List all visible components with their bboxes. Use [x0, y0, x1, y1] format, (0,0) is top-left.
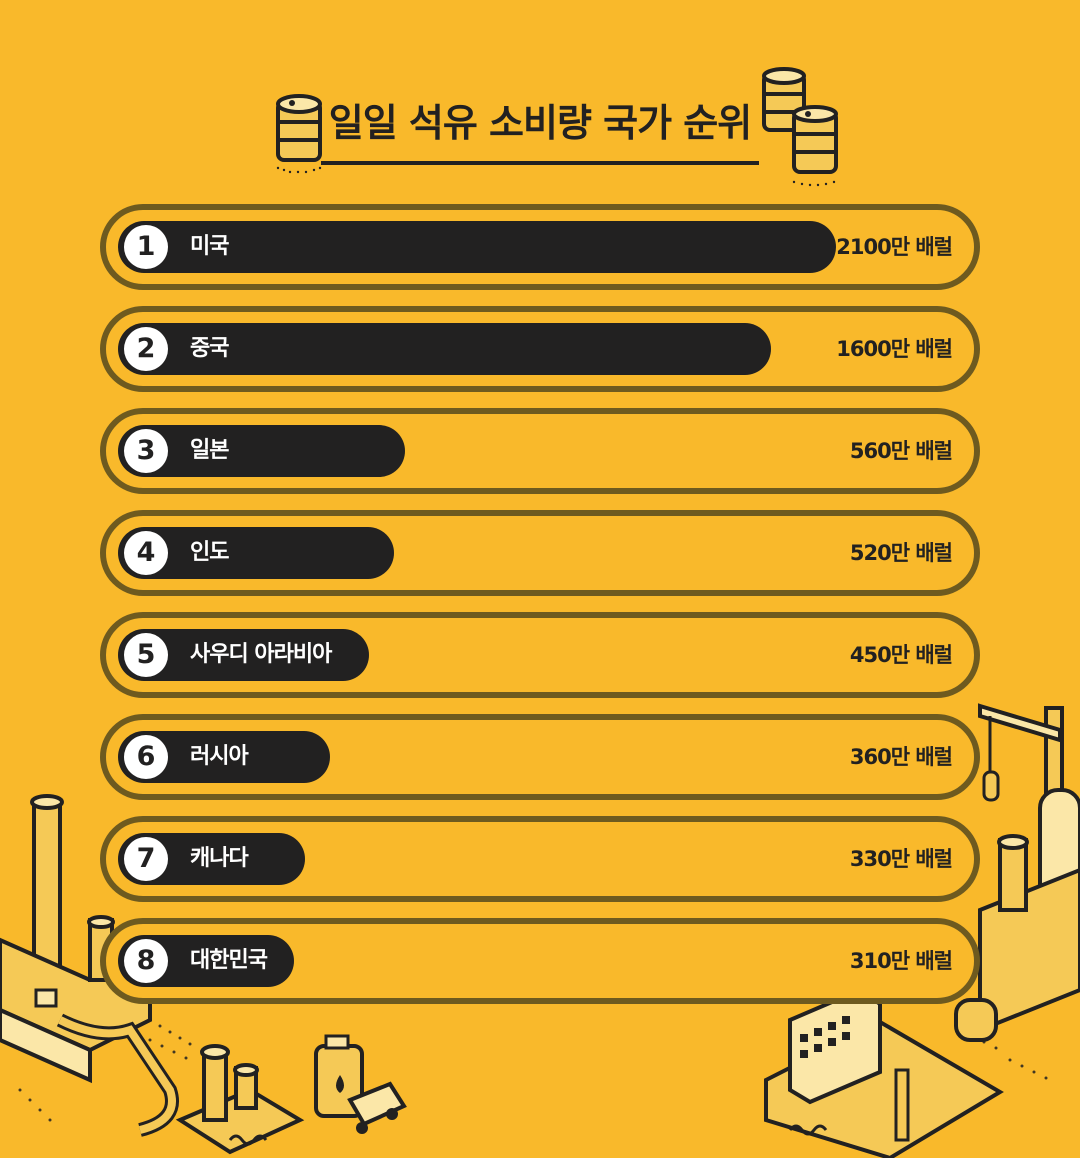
country-label: 일본 — [190, 438, 229, 463]
bar: 7 캐나다 — [118, 833, 305, 885]
rank-badge: 6 — [124, 735, 168, 779]
value-label: 360만 배럴 — [849, 745, 953, 769]
oil-barrel-stack-icon — [762, 67, 838, 187]
rank-badge: 8 — [124, 939, 168, 983]
value-label: 310만 배럴 — [849, 949, 953, 973]
chart-title: 일일 석유 소비량 국가 순위 — [320, 92, 760, 165]
value-label: 2100만 배럴 — [836, 235, 953, 259]
value-label: 1600만 배럴 — [836, 337, 953, 361]
rank-badge: 1 — [124, 225, 168, 269]
country-label: 중국 — [190, 336, 229, 361]
country-label: 캐나다 — [190, 846, 249, 871]
rank-badge: 3 — [124, 429, 168, 473]
ranking-row: 3 일본 560만 배럴 — [100, 408, 980, 494]
bar: 5 사우디 아라비아 — [118, 629, 369, 681]
rank-badge: 2 — [124, 327, 168, 371]
bar: 4 인도 — [118, 527, 394, 579]
value-label: 330만 배럴 — [849, 847, 953, 871]
bar: 8 대한민국 — [118, 935, 294, 987]
value-label: 520만 배럴 — [849, 541, 953, 565]
ranking-row: 1 미국 2100만 배럴 — [100, 204, 980, 290]
country-label: 대한민국 — [190, 948, 268, 973]
bar: 1 미국 — [118, 221, 836, 273]
ranking-row: 7 캐나다 330만 배럴 — [100, 816, 980, 902]
oil-platform-illustration — [764, 703, 1080, 1158]
country-label: 사우디 아라비아 — [190, 642, 332, 667]
bar: 3 일본 — [118, 425, 405, 477]
value-label: 560만 배럴 — [849, 439, 953, 463]
country-label: 미국 — [190, 234, 229, 259]
ranking-row: 2 중국 1600만 배럴 — [100, 306, 980, 392]
rank-badge: 7 — [124, 837, 168, 881]
title-wrap: 일일 석유 소비량 국가 순위 — [0, 92, 1080, 165]
country-label: 러시아 — [190, 744, 249, 769]
bar: 2 중국 — [118, 323, 771, 375]
ranking-row: 5 사우디 아라비아 450만 배럴 — [100, 612, 980, 698]
ranking-row: 8 대한민국 310만 배럴 — [100, 918, 980, 1004]
bar: 6 러시아 — [118, 731, 330, 783]
rank-badge: 4 — [124, 531, 168, 575]
oil-barrel-icon — [276, 94, 322, 174]
ranking-row: 4 인도 520만 배럴 — [100, 510, 980, 596]
ranking-row: 6 러시아 360만 배럴 — [100, 714, 980, 800]
value-label: 450만 배럴 — [849, 643, 953, 667]
country-label: 인도 — [190, 540, 229, 565]
rank-badge: 5 — [124, 633, 168, 677]
oil-refinery-illustration — [0, 794, 407, 1155]
